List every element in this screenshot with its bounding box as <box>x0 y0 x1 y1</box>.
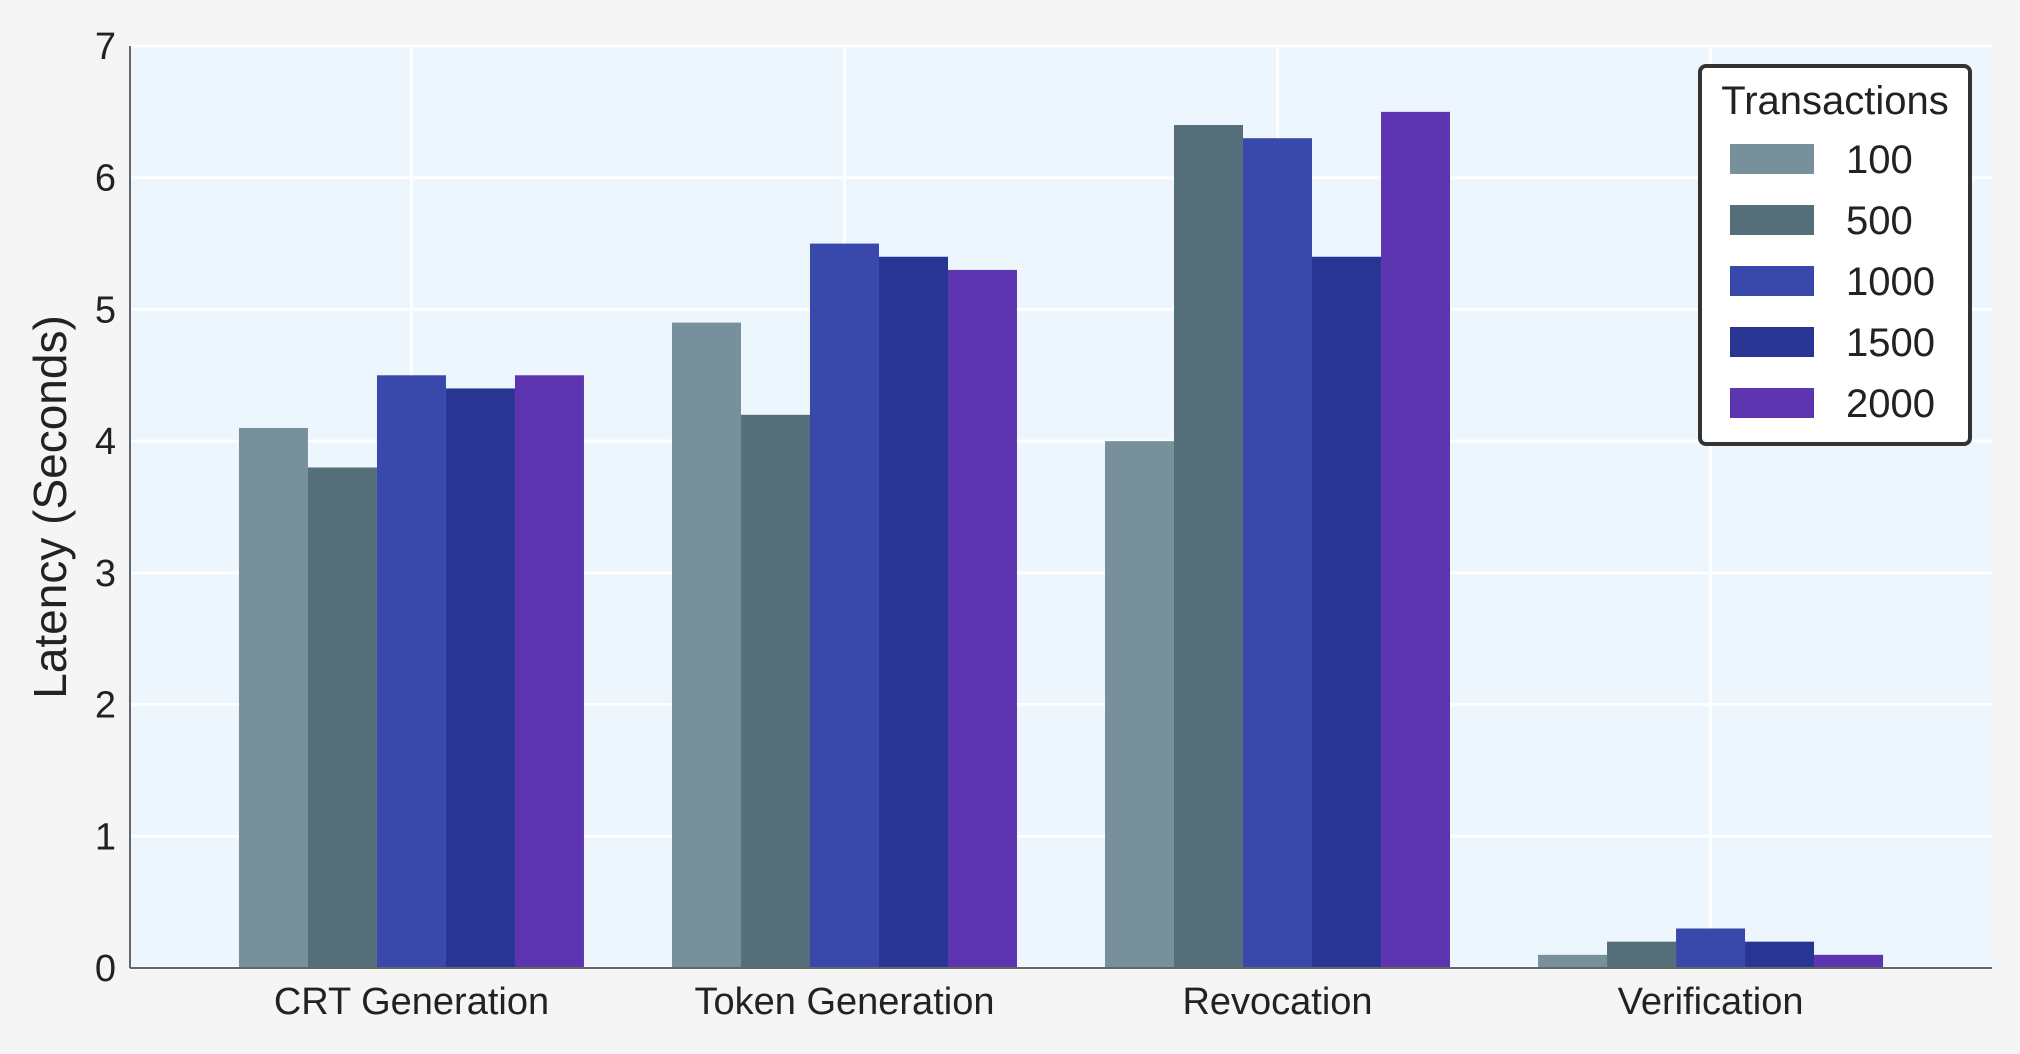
y-tick-label: 7 <box>95 26 116 68</box>
y-tick-label: 6 <box>95 158 116 200</box>
x-tick-label: CRT Generation <box>274 981 549 1023</box>
bar-verification-1500 <box>1745 941 1815 968</box>
legend-title: Transactions <box>1721 79 1949 123</box>
x-tick-label: Verification <box>1618 981 1804 1023</box>
bar-revocation-1500 <box>1312 256 1382 968</box>
y-axis-title: Latency (Seconds) <box>24 315 76 699</box>
bar-token-generation-1000 <box>809 243 879 969</box>
bar-token-generation-1500 <box>878 256 948 968</box>
x-tick-label: Token Generation <box>694 981 994 1023</box>
bar-crt-generation-500 <box>307 467 377 968</box>
y-tick-label: 5 <box>95 289 116 331</box>
bar-revocation-500 <box>1174 125 1244 969</box>
legend: Transactions 100 500 1000 1500 2000 <box>1698 64 1972 446</box>
legend-swatch-100 <box>1730 144 1814 174</box>
bar-verification-500 <box>1607 941 1677 968</box>
legend-label-1000: 1000 <box>1846 260 1935 304</box>
bar-revocation-100 <box>1105 441 1175 969</box>
x-tick-labels: CRT Generation Token Generation Revocation… <box>274 981 1804 1023</box>
bar-token-generation-500 <box>740 414 810 968</box>
bar-verification-100 <box>1538 954 1608 968</box>
bar-revocation-1000 <box>1243 138 1313 968</box>
legend-label-500: 500 <box>1846 199 1913 243</box>
bar-crt-generation-2000 <box>514 375 584 968</box>
bars <box>238 111 1884 969</box>
y-tick-labels: 0 1 2 3 4 5 6 7 <box>95 26 116 990</box>
bar-revocation-2000 <box>1381 111 1451 969</box>
bar-crt-generation-100 <box>238 427 308 968</box>
bar-verification-2000 <box>1814 954 1884 968</box>
axes <box>129 46 1992 969</box>
legend-swatch-1000 <box>1730 266 1814 296</box>
bar-token-generation-2000 <box>947 269 1017 968</box>
legend-label-1500: 1500 <box>1846 321 1935 365</box>
legend-items: 100 500 1000 1500 2000 <box>1730 138 1935 426</box>
bar-crt-generation-1000 <box>376 375 446 968</box>
bar-crt-generation-1500 <box>445 388 515 968</box>
legend-swatch-1500 <box>1730 327 1814 357</box>
legend-swatch-2000 <box>1730 388 1814 418</box>
y-tick-label: 1 <box>95 816 116 858</box>
y-tick-label: 3 <box>95 553 116 595</box>
y-tick-label: 2 <box>95 685 116 727</box>
y-tick-label: 0 <box>95 948 116 990</box>
legend-label-100: 100 <box>1846 138 1913 182</box>
x-tick-label: Revocation <box>1182 981 1372 1023</box>
legend-label-2000: 2000 <box>1846 382 1935 426</box>
bar-token-generation-100 <box>671 322 741 969</box>
legend-swatch-500 <box>1730 205 1814 235</box>
bar-verification-1000 <box>1676 928 1746 968</box>
y-tick-label: 4 <box>95 421 116 463</box>
